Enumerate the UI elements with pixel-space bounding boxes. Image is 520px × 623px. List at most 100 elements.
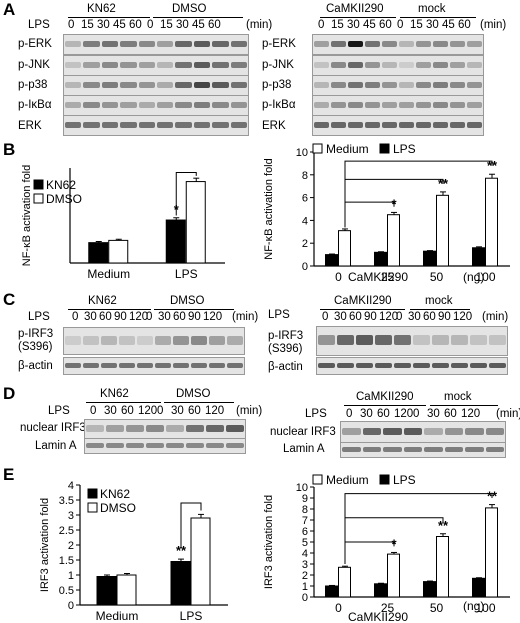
blot-band — [227, 335, 243, 345]
blot-band — [450, 40, 465, 48]
blot-band — [230, 121, 247, 129]
bar — [185, 181, 206, 264]
row-label: p-JNK — [18, 59, 50, 71]
time-label: 0 — [346, 408, 353, 420]
lps-label: LPS — [48, 405, 70, 417]
x-tick-label: LPS — [180, 609, 203, 623]
x-axis-label-unit: (ng) — [463, 270, 484, 284]
bar — [472, 247, 485, 267]
blot-band — [173, 362, 189, 369]
legend-swatch-medium — [312, 474, 323, 485]
bar — [423, 581, 436, 598]
x-axis-label: CaMKII290 — [348, 610, 408, 623]
blot-strip — [316, 326, 508, 356]
row-label: ERK — [262, 120, 286, 132]
blot-band — [101, 81, 119, 89]
blot-band — [382, 81, 397, 89]
blot-band — [382, 61, 397, 69]
bar — [436, 194, 449, 267]
blot-band — [120, 81, 137, 89]
time-label: 15 — [331, 19, 344, 31]
time-label: 120 — [203, 311, 223, 323]
blot-band — [146, 443, 164, 449]
bar — [325, 254, 338, 267]
time-label: 120 — [379, 311, 399, 323]
blot-strip — [63, 75, 249, 96]
y-axis-label: IRF3 activation fold — [39, 498, 51, 592]
blot-band — [230, 101, 247, 109]
blot-band — [331, 40, 346, 48]
legend-dmso: DMSO — [46, 192, 82, 206]
blot-band — [83, 81, 100, 89]
time-label: 120 — [129, 311, 149, 323]
blot-strip — [312, 55, 484, 76]
time-label: 45 — [442, 19, 455, 31]
x-tick-label: 50 — [430, 601, 444, 615]
time-label: 0 — [90, 405, 97, 417]
blot-strip — [63, 95, 249, 116]
significance-mark: ** — [438, 518, 449, 533]
row-label: β-actin — [268, 361, 303, 373]
bar — [108, 239, 129, 264]
y-tick-label: 5 — [302, 537, 308, 549]
blot-band — [382, 101, 397, 109]
y-axis-label: NF-κB activation fold — [21, 165, 33, 266]
y-tick-label: 8 — [302, 170, 308, 182]
blot-band — [399, 101, 414, 109]
time-label: 30 — [334, 311, 347, 323]
row-label: Lamin A — [35, 440, 77, 452]
y-tick-label: 6 — [302, 193, 308, 205]
blot-band — [470, 362, 487, 369]
mock-header: mock — [444, 391, 472, 403]
blot-band — [365, 81, 380, 89]
blot-band — [65, 40, 82, 48]
time-label: 60 — [129, 19, 142, 31]
blot-band — [365, 121, 380, 129]
blot-band — [65, 335, 81, 345]
blot-strip — [312, 75, 484, 96]
blot-band — [86, 443, 104, 449]
row-label: Lamin A — [283, 443, 325, 455]
blot-band — [348, 121, 363, 129]
bar — [423, 250, 436, 267]
time-label: 0 — [322, 311, 329, 323]
time-label: 0 — [72, 311, 79, 323]
row-label: p-IκBα — [18, 99, 52, 111]
blot-band — [193, 81, 211, 89]
blot-band — [356, 335, 373, 346]
y-axis-label: NF-κB activation fold — [263, 158, 275, 259]
bar — [170, 561, 191, 606]
blot-band — [157, 121, 174, 129]
time-label: 15 — [160, 19, 173, 31]
time-label: 120 — [453, 311, 473, 323]
x-tick-label: 25 — [381, 270, 395, 284]
time-label: 60 — [121, 405, 134, 417]
blot-band — [119, 335, 135, 345]
row-label: p-IRF3 — [268, 330, 304, 342]
time-label: 120 — [138, 405, 158, 417]
blot-band — [362, 428, 381, 435]
blot-band — [331, 81, 346, 89]
blot-band — [432, 335, 449, 346]
time-label: 60 — [173, 311, 186, 323]
x-tick-label: 50 — [430, 270, 444, 284]
kn62-header: KN62 — [87, 3, 116, 15]
blot-band — [403, 428, 422, 435]
blot-band — [314, 101, 329, 109]
blot-band — [166, 425, 184, 432]
blot-band — [399, 121, 414, 129]
blot-band — [383, 428, 402, 435]
blot-band — [120, 61, 137, 69]
time-label: 0 — [157, 405, 164, 417]
y-tick-label: 0 — [68, 600, 74, 612]
x-tick-label: Medium — [96, 609, 139, 623]
x-tick-label: 100 — [475, 601, 495, 615]
x-axis-label: CaMKII290 — [348, 270, 408, 284]
blot-band — [83, 362, 99, 369]
blot-band — [157, 81, 174, 89]
blot-band — [416, 101, 431, 109]
bar — [472, 577, 485, 598]
bar — [387, 553, 400, 598]
blot-band — [212, 121, 229, 129]
